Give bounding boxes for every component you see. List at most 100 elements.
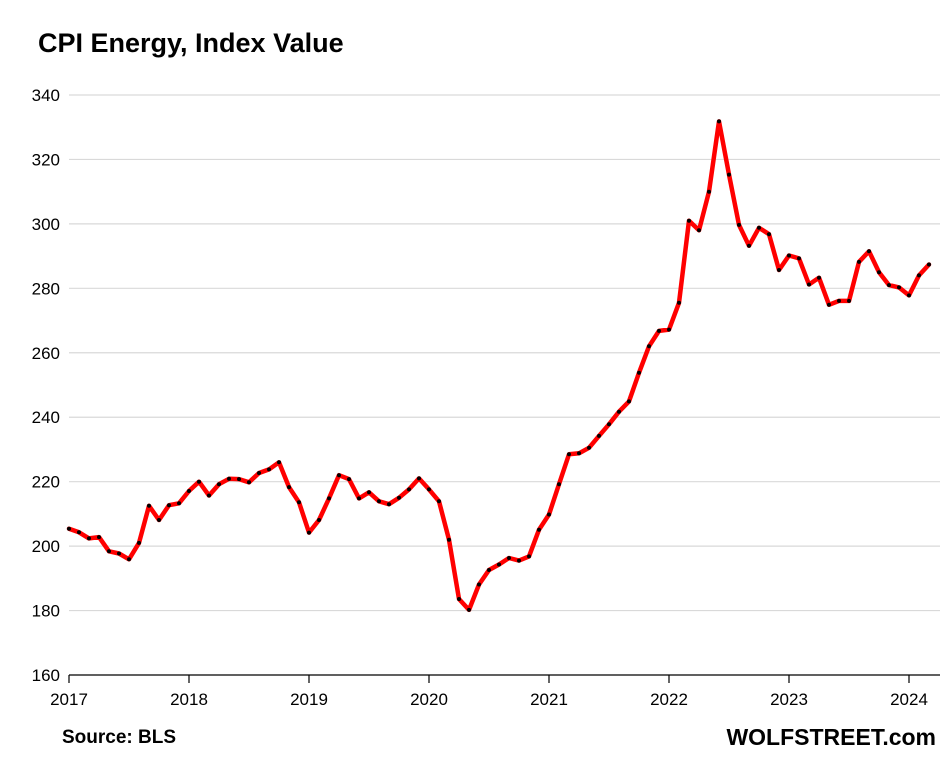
data-point [597, 433, 601, 438]
y-tick-label: 160 [32, 666, 60, 685]
y-tick-label: 200 [32, 537, 60, 556]
data-point [367, 490, 371, 495]
data-point [607, 422, 611, 427]
data-point [157, 518, 161, 522]
data-point [287, 485, 291, 490]
data-point [67, 526, 71, 531]
data-point [497, 562, 501, 567]
y-tick-label: 280 [32, 279, 60, 298]
data-point [137, 540, 141, 545]
data-point [837, 298, 841, 303]
data-point [577, 451, 581, 456]
y-tick-label: 300 [32, 215, 60, 234]
series-cpi-energy [66, 119, 932, 613]
data-point [847, 298, 851, 303]
data-point [537, 527, 541, 532]
data-point [757, 225, 761, 230]
data-point [127, 557, 131, 562]
data-point [787, 253, 791, 258]
data-point [737, 222, 741, 227]
data-point [817, 275, 821, 280]
data-point [557, 482, 561, 487]
data-point [687, 218, 691, 223]
x-tick-label: 2023 [770, 690, 808, 709]
data-point [547, 512, 551, 517]
axes [68, 674, 940, 683]
data-point [517, 558, 521, 563]
data-point [887, 283, 891, 288]
data-point [387, 502, 391, 507]
data-point [307, 530, 311, 535]
data-point [187, 489, 191, 493]
data-point [767, 232, 771, 237]
data-point [747, 243, 751, 248]
data-point [487, 568, 491, 572]
data-point [637, 370, 641, 375]
data-point [397, 495, 401, 500]
data-markers [67, 119, 931, 612]
x-tick-label: 2019 [290, 690, 328, 709]
data-point [197, 479, 201, 484]
chart-title: CPI Energy, Index Value [38, 28, 344, 58]
data-point [647, 344, 651, 349]
data-point [907, 293, 911, 298]
data-point [357, 496, 361, 501]
data-point [827, 302, 831, 307]
data-point [277, 460, 281, 465]
data-point [867, 249, 871, 254]
data-point [797, 256, 801, 261]
data-point [707, 189, 711, 194]
data-point [257, 471, 261, 475]
data-point [297, 500, 301, 505]
data-point [337, 473, 341, 478]
y-tick-label: 240 [32, 408, 60, 427]
data-point [167, 503, 171, 508]
y-tick-label: 260 [32, 344, 60, 363]
y-tick-label: 320 [32, 150, 60, 169]
source-note: Source: BLS [62, 727, 177, 748]
data-point [247, 480, 251, 485]
x-tick-label: 2024 [890, 690, 928, 709]
x-tick-label: 2018 [170, 690, 208, 709]
data-point [327, 496, 331, 501]
data-point [177, 501, 181, 506]
data-point [97, 535, 101, 540]
data-point [527, 554, 531, 559]
y-tick-label: 340 [32, 86, 60, 105]
data-point [107, 549, 111, 554]
data-point [317, 518, 321, 522]
data-point [567, 452, 571, 457]
series-line [66, 119, 932, 613]
brand-logo-text: WOLFSTREET.com [726, 724, 936, 750]
data-point [347, 477, 351, 482]
data-point [147, 503, 151, 508]
data-point [877, 270, 881, 275]
data-point [917, 273, 921, 278]
data-point [77, 530, 81, 535]
data-point [267, 467, 271, 472]
data-point [617, 409, 621, 414]
data-point [667, 327, 671, 332]
x-tick-label: 2021 [530, 690, 568, 709]
data-point [227, 476, 231, 481]
data-point [417, 476, 421, 481]
data-point [807, 282, 811, 287]
data-point [857, 259, 861, 264]
data-point [477, 582, 481, 587]
data-point [447, 537, 451, 542]
data-point [507, 556, 511, 560]
data-point [657, 328, 661, 333]
y-tick-label: 180 [32, 602, 60, 621]
x-tick-label: 2017 [50, 690, 88, 709]
x-tick-label: 2020 [410, 690, 448, 709]
data-point [217, 482, 221, 487]
data-point [377, 499, 381, 504]
data-point [427, 487, 431, 492]
data-point [927, 262, 931, 267]
data-point [897, 285, 901, 290]
gridlines [69, 94, 940, 612]
data-point [207, 493, 211, 498]
data-point [697, 228, 701, 233]
data-point [587, 445, 591, 450]
